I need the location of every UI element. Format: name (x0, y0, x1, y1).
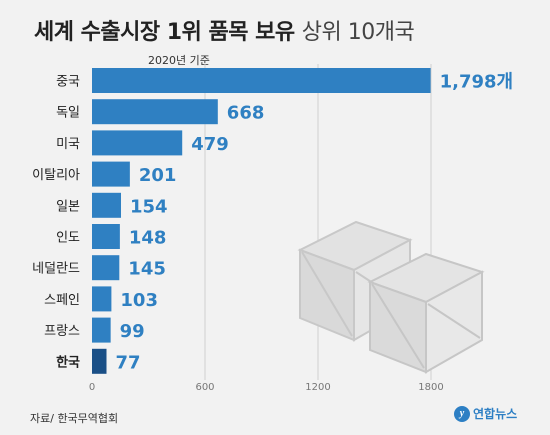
bar (92, 161, 130, 187)
value-label: 77 (116, 352, 141, 373)
value-label: 154 (130, 196, 168, 217)
value-label: 201 (139, 165, 177, 186)
bar (92, 68, 431, 93)
bar (92, 286, 112, 312)
x-tick-label: 600 (195, 382, 214, 393)
x-tick-label: 1800 (418, 382, 443, 393)
title-sub: 상위 10개국 (301, 20, 415, 45)
category-label: 이탈리아 (32, 168, 80, 183)
bars (92, 68, 431, 374)
category-label: 인도 (56, 231, 80, 246)
x-tick-label: 1200 (305, 382, 330, 393)
logo-mark-icon: y (454, 405, 470, 422)
value-label: 148 (129, 228, 167, 249)
x-tick-labels: 0 600 1200 1800 (89, 382, 444, 393)
logo-text: 연합뉴스 (473, 407, 518, 421)
category-label: 프랑스 (44, 324, 80, 339)
bar (92, 317, 111, 343)
value-label: 668 (227, 103, 265, 124)
title-main: 세계 수출시장 1위 품목 보유 (34, 20, 295, 45)
wooden-crates-icon (297, 220, 485, 374)
x-tick-label: 0 (89, 382, 95, 393)
category-label: 일본 (56, 199, 80, 214)
category-label: 스페인 (44, 293, 80, 308)
bar (92, 348, 107, 374)
yonhap-logo: y 연합뉴스 (454, 405, 517, 422)
category-label: 중국 (56, 75, 80, 90)
category-label: 미국 (56, 137, 80, 152)
value-label: 99 (120, 321, 145, 342)
category-label: 한국 (56, 354, 80, 370)
value-label: 1,798개 (440, 72, 513, 93)
bar (92, 130, 183, 156)
value-label: 103 (120, 290, 158, 311)
value-label: 145 (128, 259, 166, 280)
bar (92, 99, 218, 125)
chart-title: 세계 수출시장 1위 품목 보유 상위 10개국 (34, 14, 415, 46)
source-note: 자료/ 한국무역협회 (30, 412, 119, 425)
category-label: 네덜란드 (32, 262, 80, 277)
bar (92, 224, 120, 249)
bar (92, 192, 122, 218)
category-label: 독일 (56, 106, 80, 121)
date-note: 2020년 기준 (148, 54, 210, 67)
value-labels: 1,798개 668 479 201 154 148 145 103 99 77 (116, 72, 514, 374)
value-label: 479 (191, 134, 229, 155)
bar (92, 255, 120, 281)
